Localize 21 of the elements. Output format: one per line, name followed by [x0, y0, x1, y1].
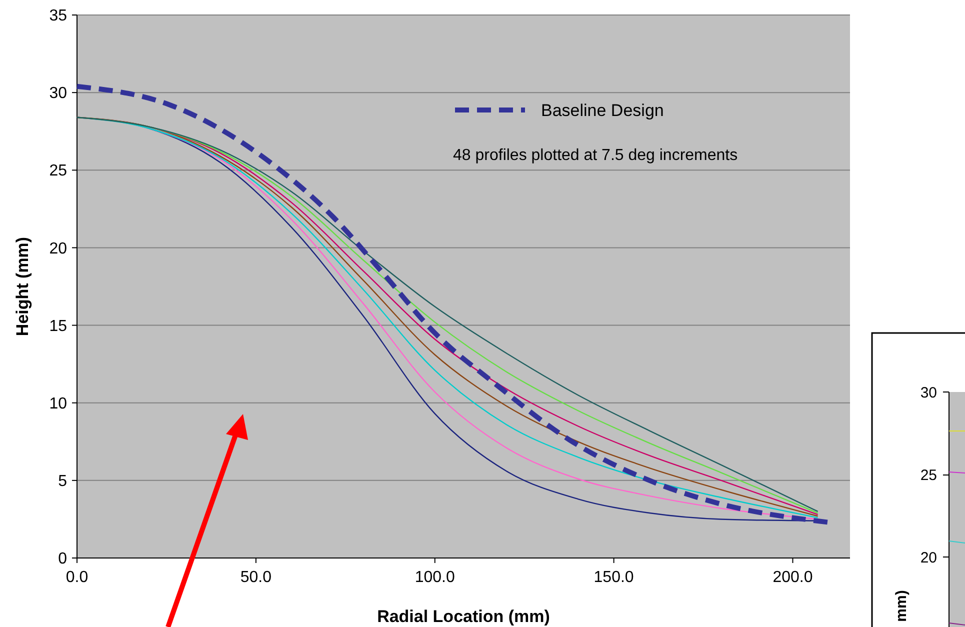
- y-tick-label: 25: [49, 162, 68, 180]
- y-tick-label: 0: [58, 550, 68, 568]
- text: 20: [920, 549, 937, 566]
- x-tick-label: 200.0: [772, 569, 813, 586]
- x-axis-title: Radial Location (mm): [377, 607, 550, 626]
- text: 25: [920, 466, 937, 484]
- text: mm): [893, 590, 910, 622]
- y-tick-label: 10: [49, 395, 68, 412]
- x-tick-label: 0.0: [66, 569, 88, 586]
- y-tick-label: 20: [49, 240, 68, 258]
- text: 30: [920, 384, 937, 402]
- y-tick-label: 30: [49, 85, 68, 102]
- y-tick-label: 15: [49, 318, 68, 335]
- y-tick-label: 35: [49, 8, 68, 25]
- x-tick-label: 50.0: [240, 569, 272, 586]
- y-axis-title: Height (mm): [13, 236, 32, 336]
- annotation: 48 profiles plotted at 7.5 deg increments: [453, 147, 738, 164]
- y-tick-label: 5: [58, 473, 68, 490]
- x-tick-label: 100.0: [414, 569, 455, 586]
- legend-label: Baseline Design: [541, 100, 664, 120]
- x-tick-label: 150.0: [594, 569, 634, 586]
